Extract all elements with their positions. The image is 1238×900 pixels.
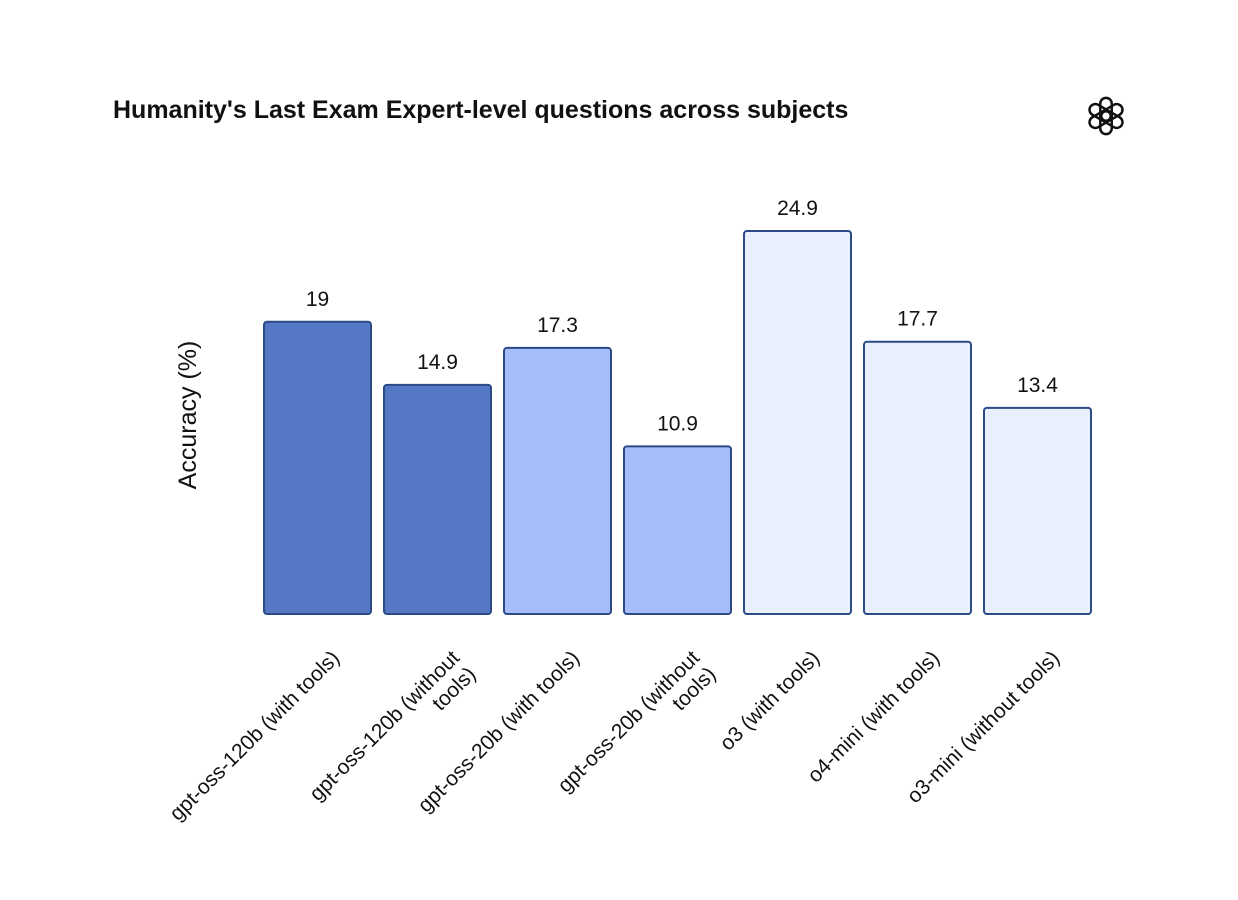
bar-6: [983, 406, 1092, 615]
value-label-5: 17.7: [897, 308, 938, 331]
value-label-3: 10.9: [657, 412, 698, 435]
value-label-1: 14.9: [417, 351, 458, 374]
chart-title: Humanity's Last Exam Expert-level questi…: [113, 96, 849, 124]
value-label-2: 17.3: [537, 314, 578, 337]
value-labels-group: 19 14.9 17.3 10.9 24.9 17.7 13.4: [306, 197, 1058, 435]
bar-0: [263, 320, 372, 615]
x-tick-label-5-line-0: o4-mini (with tools): [803, 646, 944, 787]
y-axis-label: Accuracy (%): [174, 341, 202, 490]
bar-4: [743, 230, 852, 615]
x-tick-label-4: o3 (with tools): [715, 646, 824, 755]
openai-logo-icon: [1088, 96, 1124, 136]
bar-1: [383, 383, 492, 615]
value-label-4: 24.9: [777, 197, 818, 220]
x-tick-label-4-line-0: o3 (with tools): [715, 646, 824, 755]
value-label-6: 13.4: [1017, 374, 1058, 397]
x-tick-label-3: gpt-oss-20b (withouttools): [553, 646, 720, 813]
value-label-0: 19: [306, 288, 329, 311]
bars-group: [263, 230, 1092, 615]
x-tick-label-5: o4-mini (with tools): [803, 646, 944, 787]
bar-3: [623, 445, 732, 615]
x-tick-labels-group: gpt-oss-120b (with tools)gpt-oss-120b (w…: [165, 646, 1064, 825]
bar-5: [863, 340, 972, 615]
bar-2: [503, 346, 612, 615]
